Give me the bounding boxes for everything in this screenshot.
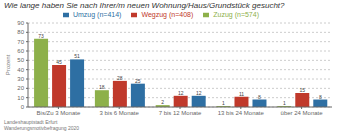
svg-text:1: 1 [283, 100, 286, 106]
svg-text:8: 8 [319, 94, 322, 100]
svg-text:18: 18 [99, 84, 105, 90]
svg-text:73: 73 [38, 33, 44, 39]
svg-text:60: 60 [17, 48, 24, 54]
svg-text:80: 80 [17, 29, 24, 35]
html-text:Wie lange haben Sie nach Ihrer: Wie lange haben Sie nach Ihrer/m neuen W… [4, 1, 285, 10]
svg-text:28: 28 [117, 75, 123, 81]
svg-text:2: 2 [161, 99, 164, 105]
svg-text:13 bis 24 Monate: 13 bis 24 Monate [218, 110, 265, 116]
svg-text:11: 11 [239, 91, 244, 97]
svg-text:51: 51 [74, 53, 80, 59]
svg-text:15: 15 [299, 87, 305, 93]
html-text:Landeshauptstadt Erfurt: Landeshauptstadt Erfurt [4, 119, 58, 125]
svg-text:Bis/Zu 3 Monate: Bis/Zu 3 Monate [37, 110, 81, 116]
svg-text:40: 40 [17, 67, 24, 73]
svg-text:10: 10 [17, 95, 24, 101]
html-text:Wegzug (n=408): Wegzug (n=408) [141, 11, 194, 18]
svg-text:7 bis 12 Monate: 7 bis 12 Monate [159, 110, 202, 116]
svg-text:25: 25 [135, 78, 141, 84]
svg-text:30: 30 [17, 76, 24, 82]
svg-text:20: 20 [17, 85, 24, 91]
html-text:Umzug (n=414): Umzug (n=414) [73, 11, 122, 18]
svg-text:über 24 Monate: über 24 Monate [281, 110, 324, 116]
html-text:Wanderungsmotivbefragung 2020: Wanderungsmotivbefragung 2020 [4, 125, 80, 131]
svg-text:1: 1 [222, 100, 225, 106]
svg-text:90: 90 [17, 20, 24, 26]
svg-text:8: 8 [258, 94, 261, 100]
svg-text:12: 12 [178, 90, 184, 96]
svg-text:0: 0 [21, 104, 25, 110]
svg-text:45: 45 [56, 59, 62, 65]
html-text:Zuzug (n=574): Zuzug (n=574) [213, 11, 259, 18]
svg-text:70: 70 [17, 39, 24, 45]
svg-text:50: 50 [17, 57, 24, 63]
svg-text:3 bis 6 Monate: 3 bis 6 Monate [100, 110, 140, 116]
svg-text:12: 12 [196, 90, 202, 96]
svg-text:Prozent: Prozent [8, 54, 11, 75]
